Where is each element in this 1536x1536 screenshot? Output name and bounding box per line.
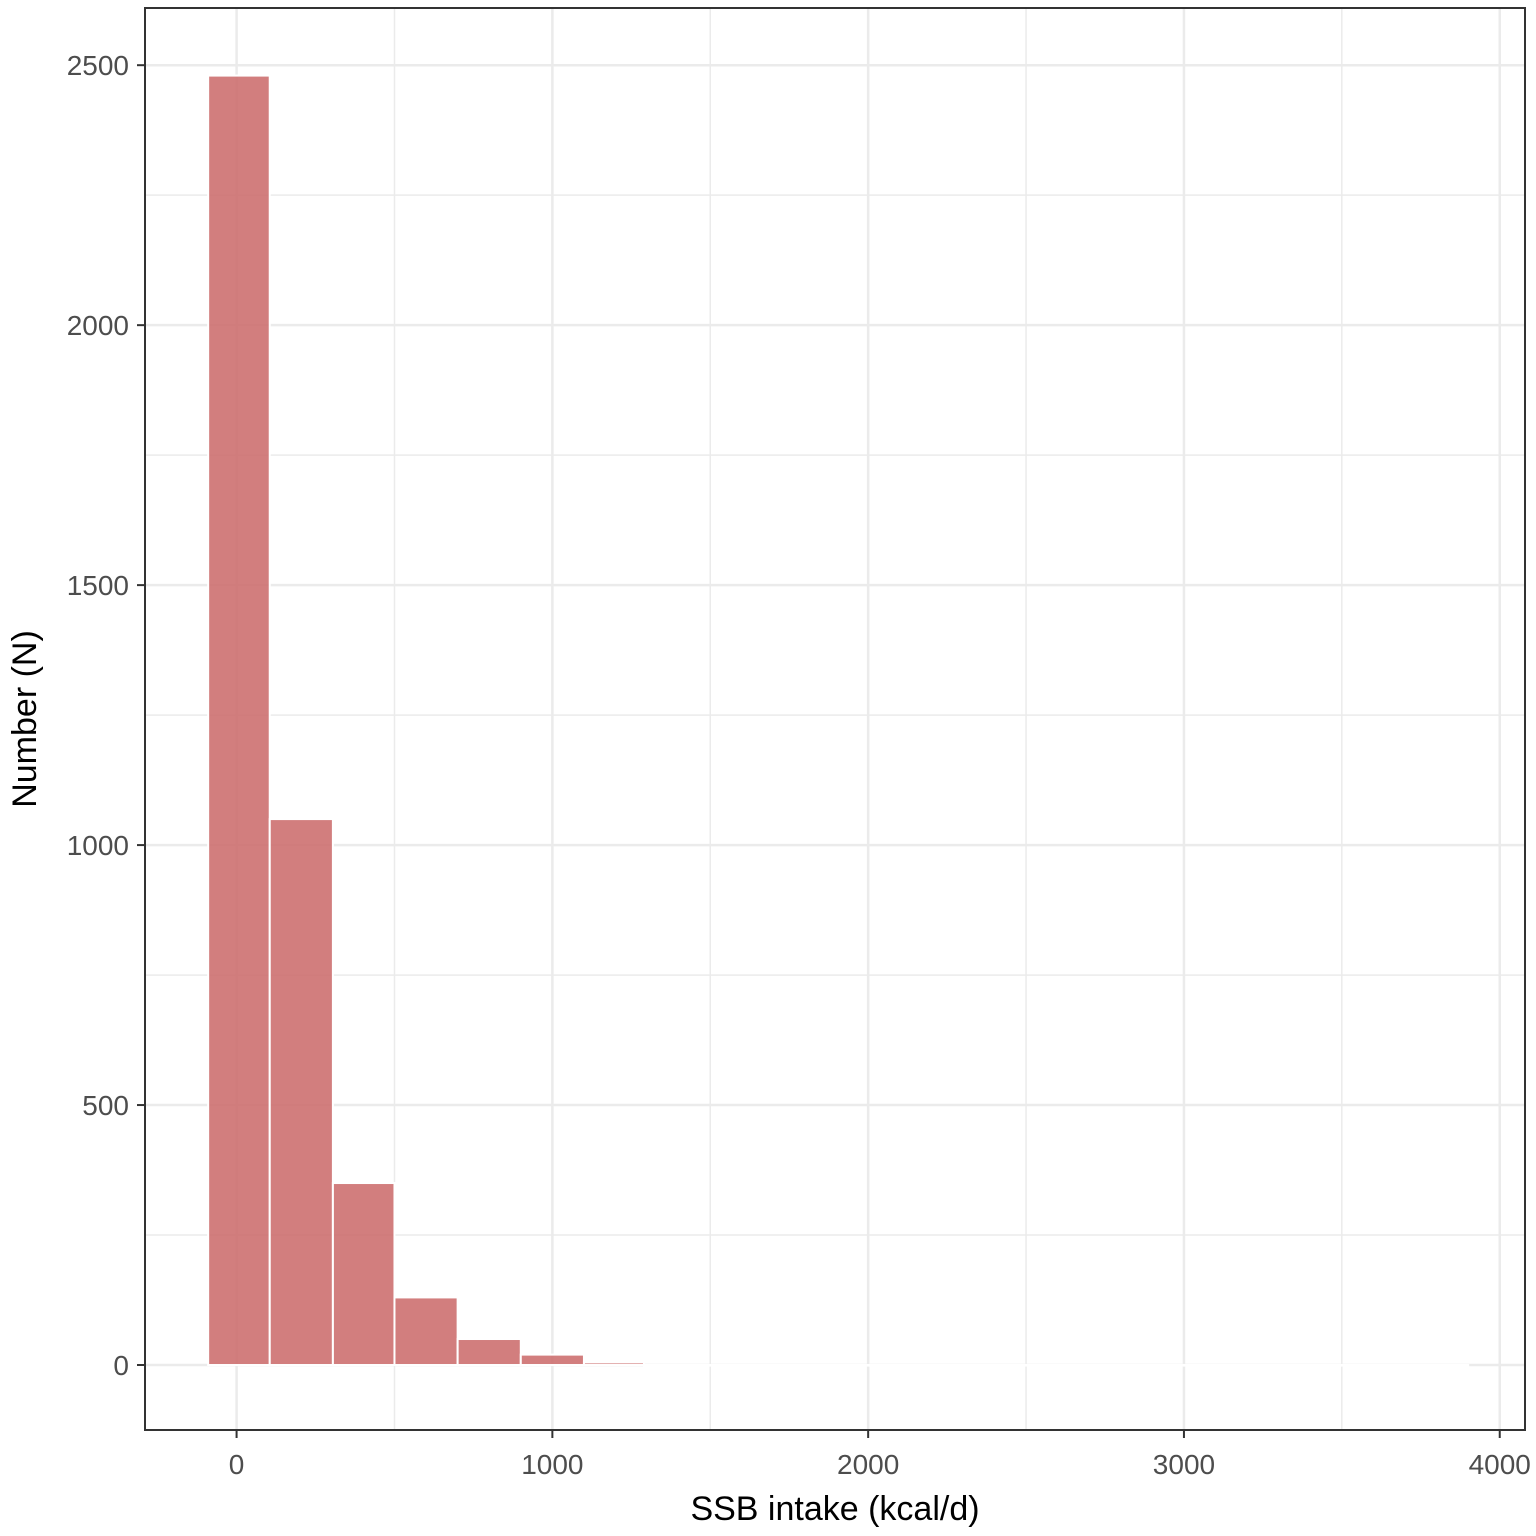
y-axis: 0 500 1000 1500 2000 2500 <box>67 50 145 1381</box>
y-tick-label: 2000 <box>67 310 129 341</box>
histogram-bar <box>393 1296 459 1367</box>
major-grid <box>145 8 1525 1430</box>
histogram-bars <box>207 74 1470 1367</box>
histogram-bar <box>456 1338 522 1367</box>
x-tick-label: 2000 <box>837 1449 899 1480</box>
y-tick-label: 2500 <box>67 50 129 81</box>
x-tick-label: 0 <box>229 1449 245 1480</box>
y-axis-title: Number (N) <box>6 630 44 808</box>
y-tick-label: 500 <box>82 1090 129 1121</box>
histogram-bar <box>642 1364 1470 1367</box>
histogram-bar <box>519 1353 585 1367</box>
x-tick-label: 1000 <box>521 1449 583 1480</box>
x-axis: 0 1000 2000 3000 4000 <box>229 1430 1531 1480</box>
histogram-bar <box>331 1182 396 1367</box>
y-tick-label: 1000 <box>67 830 129 861</box>
histogram-bar <box>207 74 271 1367</box>
y-tick-label: 0 <box>113 1350 129 1381</box>
histogram-bar <box>268 818 334 1367</box>
x-tick-label: 4000 <box>1469 1449 1531 1480</box>
histogram-bar <box>582 1361 645 1367</box>
y-tick-label: 1500 <box>67 570 129 601</box>
panel-border <box>144 7 1526 1431</box>
x-axis-title: SSB intake (kcal/d) <box>690 1490 979 1528</box>
x-tick-label: 3000 <box>1153 1449 1215 1480</box>
